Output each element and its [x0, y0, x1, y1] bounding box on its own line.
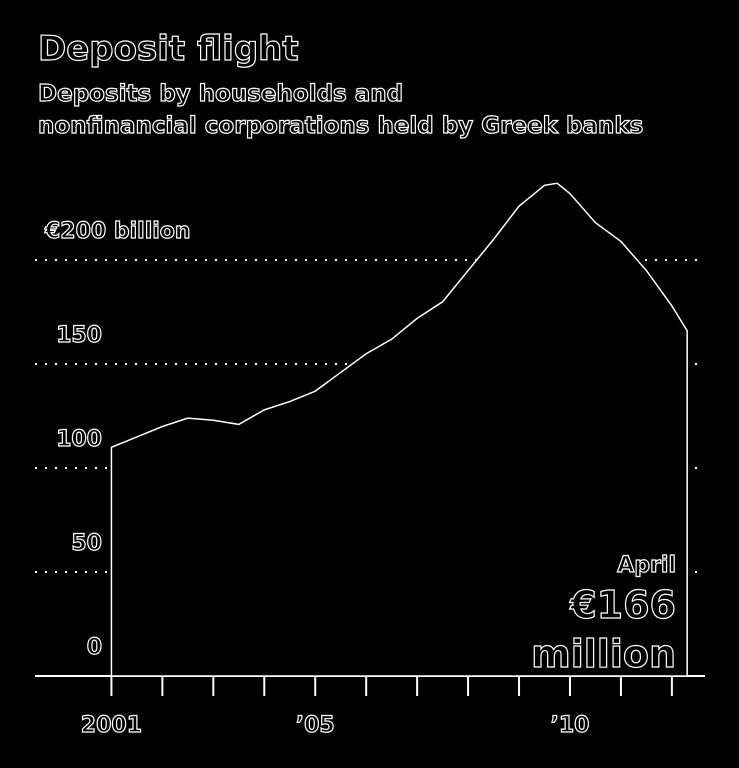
chart-subtitle: nonfinancial corporations held by Greek …: [38, 113, 643, 139]
x-tick-label: ’05: [296, 713, 335, 738]
y-tick-label: 150: [56, 323, 102, 348]
area: [110, 182, 688, 677]
annotation: million: [531, 632, 676, 676]
annotation: April: [617, 553, 676, 578]
x-tick-label: ’10: [550, 713, 589, 738]
annotation: €166: [569, 583, 676, 627]
chart-subtitle: Deposits by households and: [38, 81, 403, 107]
x-tick-label: 2001: [81, 713, 142, 738]
y-tick-label: 50: [71, 531, 102, 556]
y-tick-label: 100: [56, 427, 102, 452]
chart-title: Deposit flight: [38, 29, 299, 69]
y-tick-label: €200 billion: [44, 219, 191, 244]
y-tick-label: 0: [87, 635, 102, 660]
